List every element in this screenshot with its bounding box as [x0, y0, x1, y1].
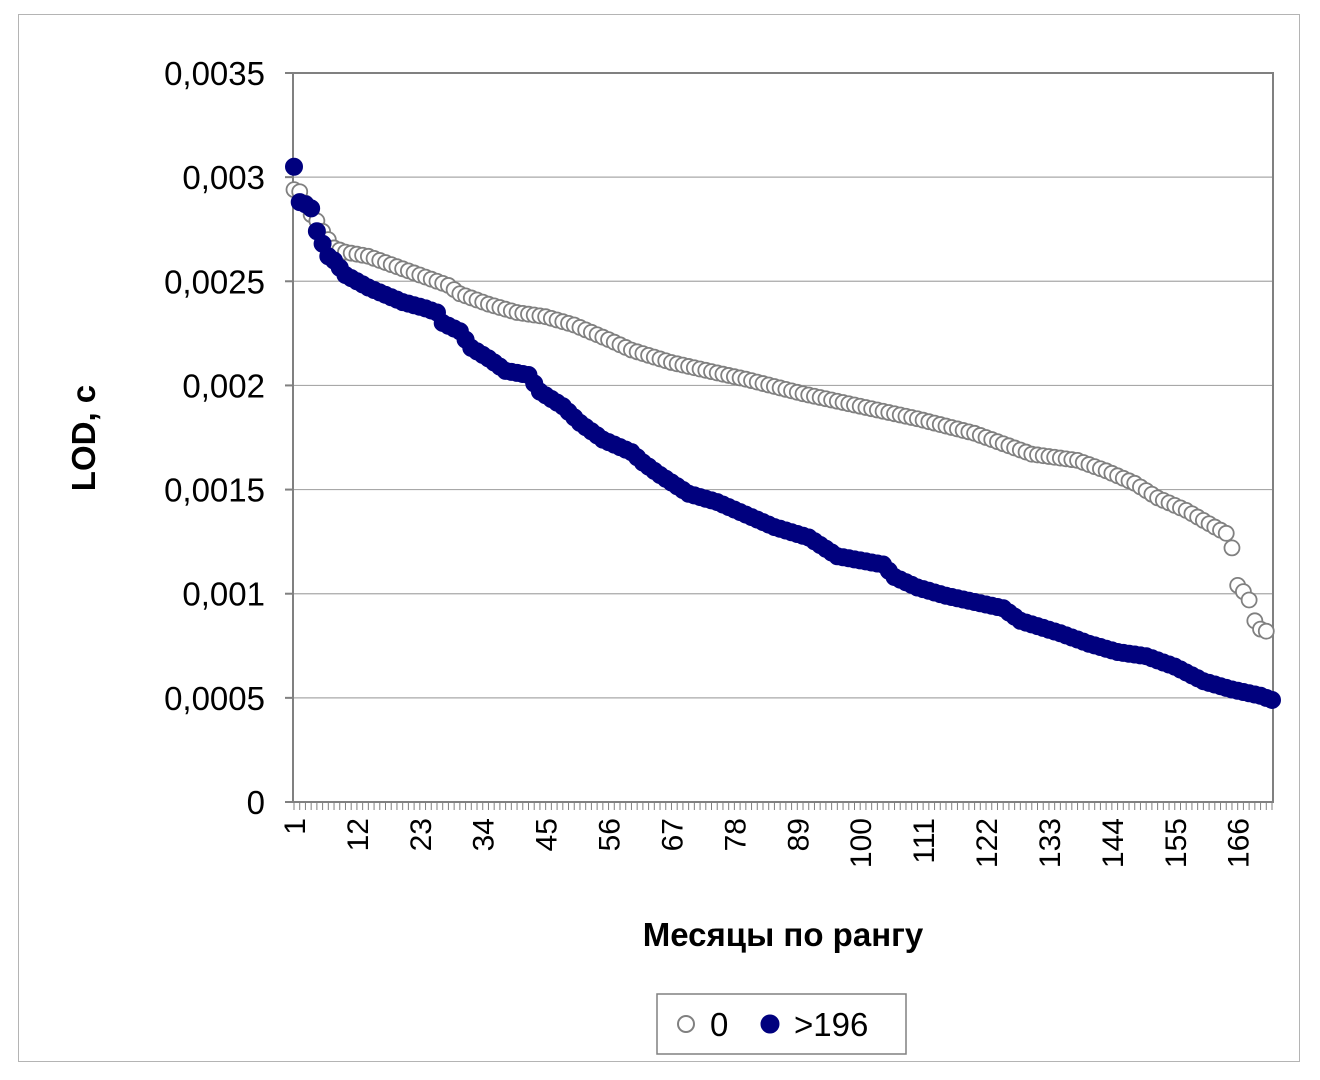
gridlines [293, 176, 1273, 699]
point-series-0 [1217, 524, 1235, 542]
plot-area [292, 72, 1274, 803]
y-tick-label: 0,001 [182, 576, 265, 613]
chart-frame [18, 14, 1300, 1062]
x-tick-label: 45 [531, 818, 564, 851]
x-tick-label: 144 [1097, 818, 1130, 868]
y-tick-label: 0,0015 [164, 472, 265, 509]
y-tick-label: 0,0035 [164, 55, 265, 92]
legend: 0 >196 [656, 993, 907, 1055]
legend-marker-0 [677, 1015, 695, 1033]
x-tick-label: 34 [468, 818, 501, 851]
point-series-196 [285, 157, 303, 176]
point-series-0 [1240, 591, 1258, 609]
x-tick-label: 166 [1223, 818, 1256, 868]
legend-marker-196 [760, 1014, 780, 1034]
x-tick-label: 67 [656, 818, 689, 851]
x-tick-label: 122 [971, 818, 1004, 868]
legend-box [656, 993, 907, 1055]
y-tick-label: 0,003 [182, 159, 265, 196]
y-axis-title: LOD, c [65, 385, 102, 491]
x-tick-label: 155 [1160, 818, 1193, 868]
series-196-points [285, 157, 1281, 709]
x-tick-label: 111 [908, 818, 941, 864]
x-tick-label: 78 [719, 818, 752, 851]
series-0-points [285, 181, 1275, 640]
x-tick-label: 12 [342, 818, 375, 851]
point-series-196 [302, 199, 321, 218]
point-series-196 [1263, 690, 1281, 709]
y-tick-label: 0 [247, 784, 265, 821]
x-axis-title: Месяцы по рангу [643, 916, 924, 953]
x-tick-label: 133 [1034, 818, 1067, 868]
legend-label-196: >196 [794, 1006, 868, 1043]
x-tick-label: 1 [279, 818, 312, 835]
y-axis-ticks: 0 0,0005 0,001 0,0015 0,002 0,0025 0,003 0,0035 [164, 55, 293, 821]
y-tick-label: 0,0025 [164, 263, 265, 300]
y-tick-label: 0,002 [182, 367, 265, 404]
x-tick-label: 56 [594, 818, 627, 851]
legend-label-0: 0 [710, 1006, 728, 1043]
x-tick-label: 89 [782, 818, 815, 851]
x-axis-ticks: 1 12 23 34 45 56 67 78 89 100 111 122 133 144 155 166 [279, 802, 1273, 868]
x-tick-label: 100 [845, 818, 878, 868]
point-series-0 [1257, 622, 1275, 640]
y-tick-label: 0,0005 [164, 680, 265, 717]
x-tick-label: 23 [405, 818, 438, 851]
point-series-0 [1223, 539, 1241, 557]
